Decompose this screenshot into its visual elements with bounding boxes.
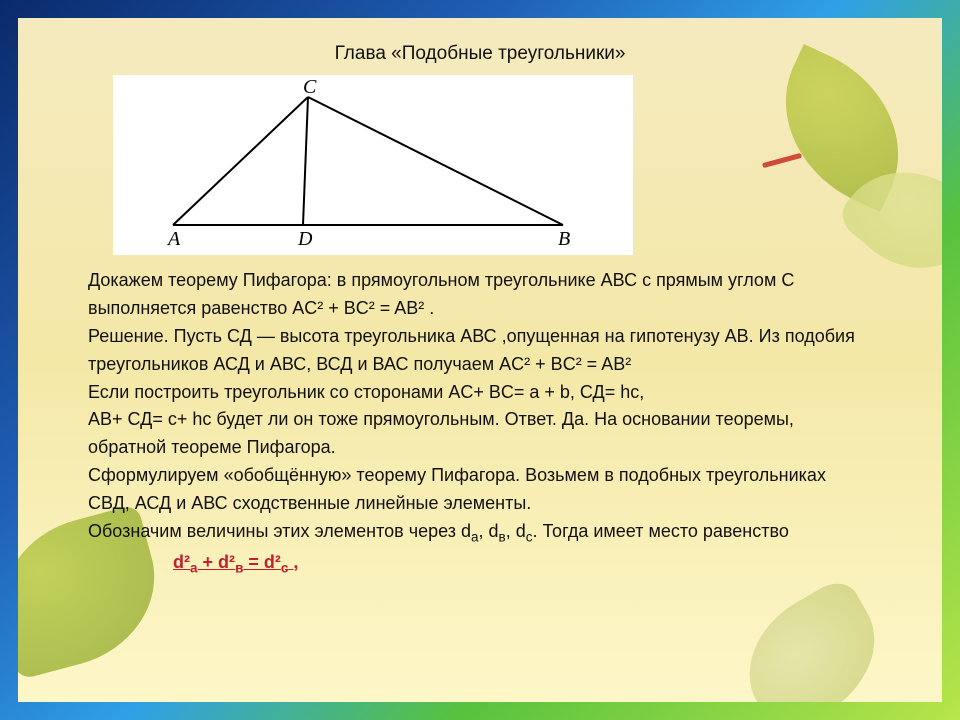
paragraph: AB+ СД= c+ hc будет ли он тоже прямоугол… <box>88 406 872 462</box>
segment-cd <box>303 97 308 225</box>
paragraph-with-formula: Обозначим величины этих элементов через … <box>88 518 872 579</box>
segment-bc <box>308 97 563 225</box>
slide-frame: Глава «Подобные треугольники» A D B C <box>0 0 960 720</box>
vertex-label-c: C <box>303 76 317 98</box>
slide-content: Глава «Подобные треугольники» A D B C <box>88 43 872 579</box>
paragraph: Если построить треугольник со сторонами … <box>88 379 872 407</box>
paragraph: Решение. Пусть СД — высота треугольника … <box>88 323 872 379</box>
slide-canvas: Глава «Подобные треугольники» A D B C <box>18 18 942 702</box>
maple-leaf-decoration <box>724 574 900 702</box>
vertex-label-d: D <box>297 228 313 250</box>
paragraph-prefix: Обозначим величины этих элементов через … <box>88 521 789 541</box>
paragraph: Сформулируем «обобщённую» теорему Пифаго… <box>88 462 872 518</box>
triangle-figure: A D B C <box>113 75 633 255</box>
chapter-title: Глава «Подобные треугольники» <box>88 43 872 65</box>
paragraph: Докажем теорему Пифагора: в прямоугольно… <box>88 267 872 323</box>
triangle-svg: A D B C <box>113 75 633 255</box>
vertex-label-a: A <box>166 228 181 250</box>
segment-ac <box>173 97 308 225</box>
vertex-label-b: B <box>558 228 570 250</box>
proof-text: Докажем теорему Пифагора: в прямоугольно… <box>88 267 872 579</box>
generalized-pythagoras-formula: d²a + d²в = d²с , <box>173 552 298 572</box>
